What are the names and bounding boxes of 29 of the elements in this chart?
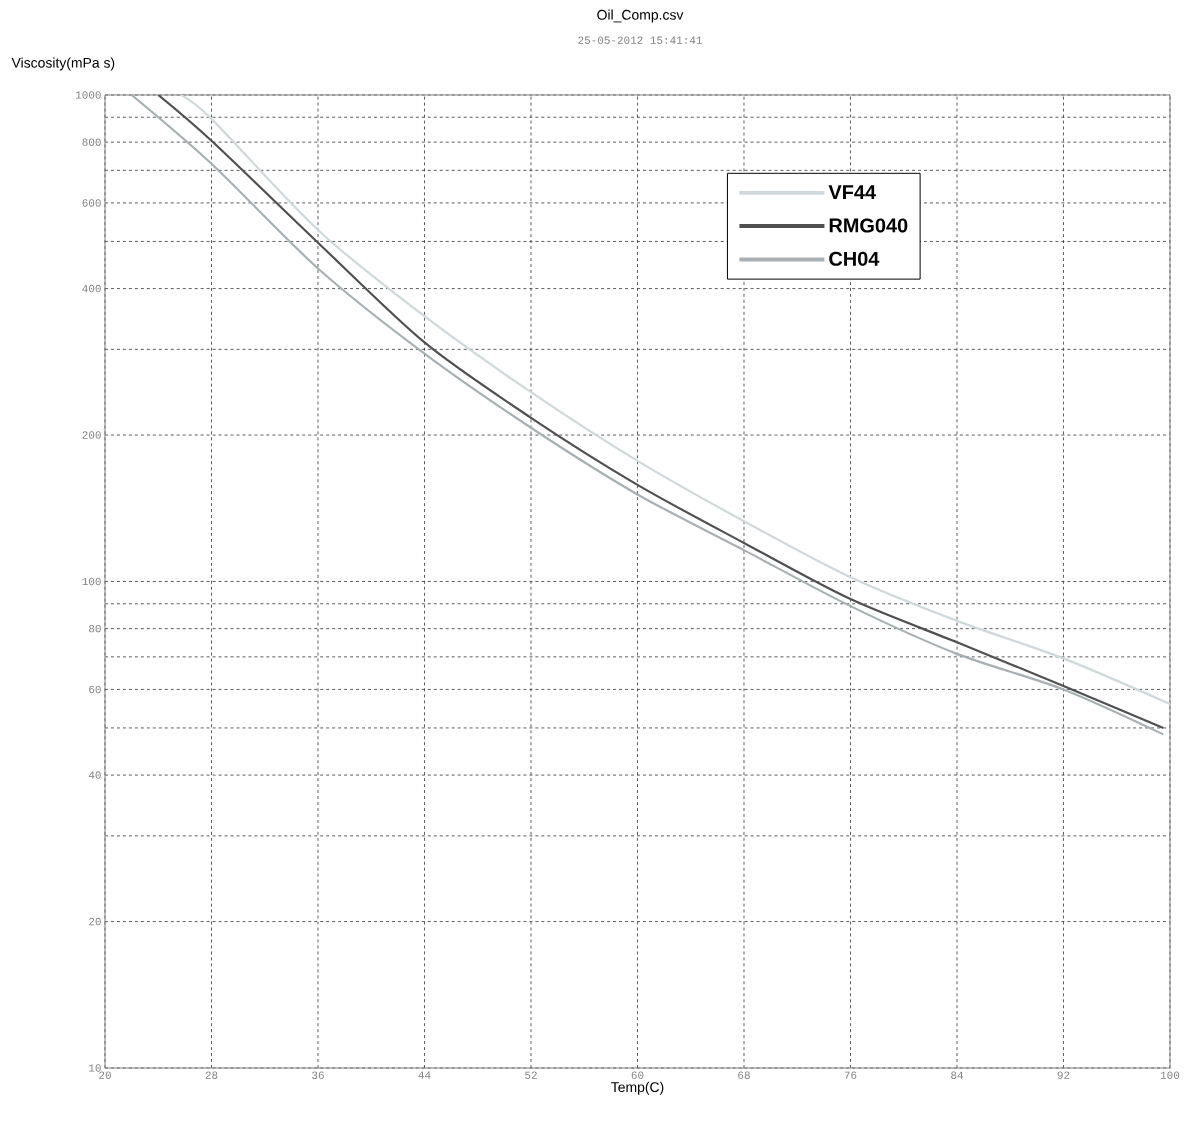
x-tick-label: 76 <box>844 1071 857 1079</box>
x-tick-label: 84 <box>951 1071 963 1079</box>
legend-label: RMG040 <box>829 218 908 233</box>
y-tick-label: 80 <box>89 624 101 633</box>
y-tick-label: 400 <box>82 284 101 293</box>
x-tick-label: 28 <box>205 1071 218 1079</box>
legend-label: VF44 <box>828 185 876 199</box>
y-axis-title: Viscosity(mPa s) <box>11 57 115 71</box>
chart-title: Oil_Comp.csv <box>597 9 684 23</box>
x-tick-label: 52 <box>525 1071 537 1079</box>
x-tick-label: 20 <box>99 1071 111 1079</box>
legend-label: CH04 <box>829 251 880 266</box>
chart-subtitle: 25-05-2012 15:41:41 <box>578 36 702 44</box>
x-tick-label: 68 <box>738 1071 750 1079</box>
y-tick-label: 100 <box>82 577 101 586</box>
y-tick-label: 20 <box>89 917 101 926</box>
x-tick-label: 44 <box>418 1071 431 1079</box>
y-tick-label: 10 <box>89 1064 101 1072</box>
y-tick-label: 60 <box>89 685 101 694</box>
y-tick-label: 800 <box>82 138 101 146</box>
x-axis-title: Temp(C) <box>611 1081 664 1095</box>
x-tick-label: 36 <box>312 1071 324 1079</box>
y-tick-label: 40 <box>88 771 101 779</box>
x-tick-label: 60 <box>631 1071 644 1079</box>
y-tick-label: 600 <box>82 199 101 207</box>
x-tick-label: 92 <box>1057 1071 1070 1079</box>
y-tick-label: 1000 <box>75 91 101 99</box>
y-tick-label: 200 <box>82 431 101 439</box>
x-tick-label: 100 <box>1160 1071 1180 1079</box>
